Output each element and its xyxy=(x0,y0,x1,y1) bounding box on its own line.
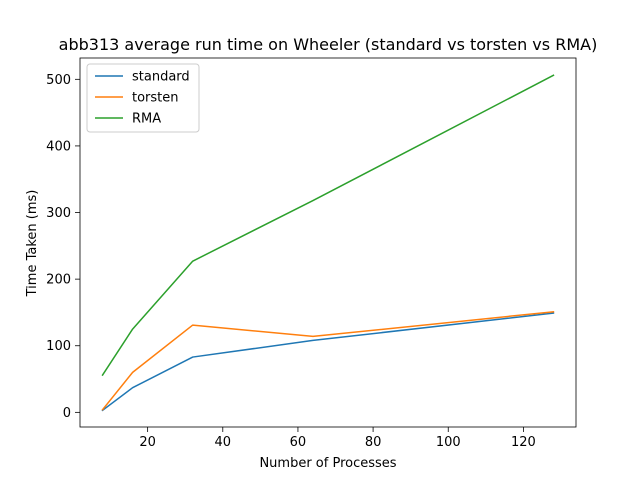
y-tick-label: 300 xyxy=(46,206,71,221)
legend-box xyxy=(86,63,200,133)
series-line-torsten xyxy=(101,310,555,411)
legend-label-rma: RMA xyxy=(132,112,161,127)
x-tick-label: 80 xyxy=(365,435,382,450)
y-tick-label: 200 xyxy=(46,273,71,288)
legend-label-torsten: torsten xyxy=(132,91,179,106)
legend: standard torsten RMA xyxy=(86,63,200,133)
x-axis-label: Number of Processes xyxy=(259,456,396,471)
y-tick-label: 400 xyxy=(46,139,71,154)
chart-title: abb313 average run time on Wheeler (stan… xyxy=(59,35,598,54)
x-tick-label: 100 xyxy=(436,435,461,450)
y-axis: 0 100 200 300 400 500 xyxy=(46,73,80,421)
plot-area xyxy=(79,57,577,428)
y-tick-label: 100 xyxy=(46,339,71,354)
x-tick-label: 40 xyxy=(215,435,232,450)
plot-frame xyxy=(79,57,577,428)
legend-label-standard: standard xyxy=(132,70,190,85)
x-tick-label: 20 xyxy=(139,435,156,450)
y-tick-label: 0 xyxy=(63,406,71,421)
x-axis: 20 40 60 80 100 120 xyxy=(139,427,536,450)
y-tick-label: 500 xyxy=(46,73,71,88)
x-tick-label: 60 xyxy=(290,435,307,450)
series-line-standard xyxy=(101,312,555,412)
y-axis-label: Time Taken (ms) xyxy=(25,190,40,298)
x-tick-label: 120 xyxy=(511,435,536,450)
series-line-rma xyxy=(101,74,555,377)
